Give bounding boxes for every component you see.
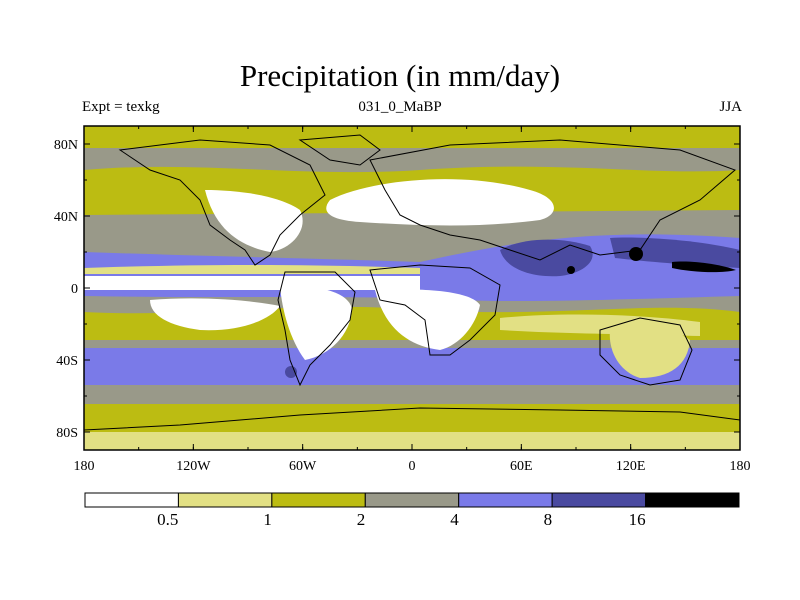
colorbar-swatch [364,492,460,508]
y-tick-label: 80N [54,138,78,153]
eurasia-dry [326,179,554,226]
colorbar: 0.5 1 2 4 8 16 [84,492,740,529]
coast-australia [599,317,693,386]
colorbar-label: 2 [357,510,366,529]
colorbar-label: 8 [544,510,553,529]
colorbar-label: 0.5 [157,510,178,529]
pacific-max [672,261,736,273]
time-label: 031_0_MaBP [358,99,442,115]
axis-labels: 180 120W 60W 0 60E 120E 180 80N 40N 0 40S 80S [54,138,751,474]
north-america-dry [205,190,303,252]
x-tick-label: 120W [176,459,211,474]
itcz-light [84,276,420,290]
india-max [567,266,575,274]
coast-north-america [118,139,326,266]
x-tick-label: 180 [74,459,95,474]
pacific-dry-south [150,298,280,331]
y-tick-label: 40S [56,354,78,369]
west-pacific-dark [610,237,740,268]
contour-field [84,126,740,450]
colorbar-swatch [177,492,273,508]
colorbar-swatch [645,492,740,508]
colorbar-swatch [458,492,553,508]
band-north-yellow [84,126,740,148]
coast-antarctica [84,407,740,431]
colorbar-label: 1 [263,510,272,529]
x-tick-label: 60W [289,459,317,474]
south-america-dry [280,285,352,360]
colorbar-swatch [271,492,366,508]
coast-africa [369,264,501,356]
colorbar-swatch [551,492,647,508]
colorbar-label: 16 [629,510,646,529]
season-label: JJA [719,99,742,115]
colorbar-label: 4 [450,510,459,529]
plot-title: Precipitation (in mm/day) [239,58,561,93]
y-tick-label: 40N [54,210,78,225]
band-southern-ocean [84,348,740,385]
australia-dry [609,326,690,378]
x-tick-label: 0 [409,459,416,474]
y-tick-label: 80S [56,426,78,441]
axis-ticks [83,126,741,450]
itcz-yellow-strip [84,265,420,274]
coast-eurasia [369,139,736,261]
coast-greenland [298,134,381,166]
band-south-edge [84,432,740,450]
coast-south-america [277,271,356,387]
x-tick-label: 180 [730,459,751,474]
x-tick-label: 60E [510,459,533,474]
y-tick-label: 0 [71,282,78,297]
experiment-label: Expt = texkg [82,99,160,115]
x-tick-label: 120E [616,459,646,474]
coastlines [84,134,740,431]
colorbar-swatch [84,492,179,508]
